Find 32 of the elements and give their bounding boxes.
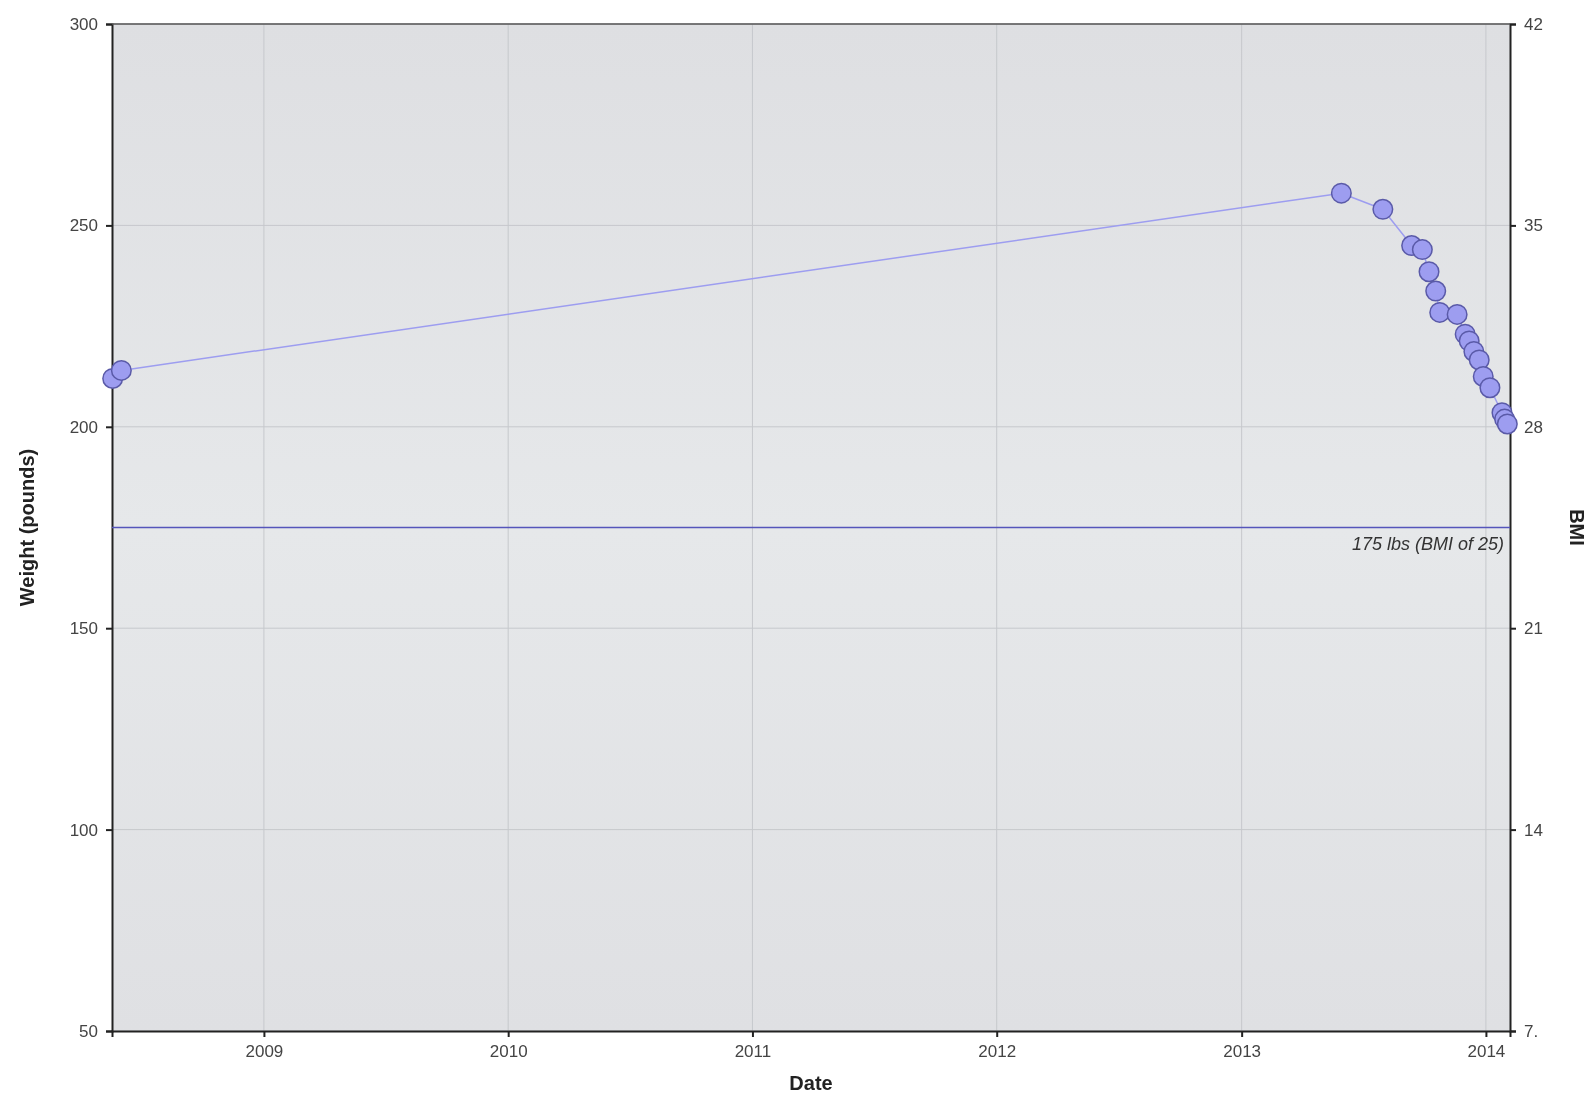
x-tick-label: 2009 [245, 1042, 284, 1062]
y2-tick-label: 42 [1524, 14, 1543, 34]
point [1496, 413, 1518, 435]
y2-tick-label: 14 [1524, 820, 1543, 840]
x-tick-label: 2013 [1223, 1042, 1262, 1062]
y-tick-label: 300 [69, 14, 98, 34]
y-tick-label: 150 [69, 619, 98, 639]
y2-tick-label: 21 [1524, 619, 1543, 639]
point [1429, 301, 1451, 323]
x-tick-label: 2014 [1467, 1042, 1506, 1062]
x-tick-label: 2011 [734, 1042, 772, 1062]
point [110, 359, 132, 381]
point [1411, 239, 1433, 261]
point [1330, 182, 1352, 204]
x-tick-label: 2010 [489, 1042, 528, 1062]
y-tick-label: 250 [69, 216, 98, 236]
y2-tick-label: 35 [1524, 216, 1543, 236]
y2-axis-title: BMI [1566, 509, 1588, 546]
point [1425, 280, 1447, 302]
point [1479, 377, 1501, 399]
point [1372, 198, 1394, 220]
y-tick-label: 50 [79, 1021, 98, 1041]
y-tick-label: 200 [69, 417, 98, 437]
y-axis-title: Weight (pounds) [16, 448, 38, 607]
y2-tick-label: 28 [1524, 417, 1543, 437]
ref-line-label: 175 lbs (BMI of 25) [1351, 533, 1504, 554]
point [1446, 303, 1468, 325]
point [1418, 261, 1440, 283]
x-tick-label: 2012 [978, 1042, 1017, 1062]
y-tick-label: 100 [69, 820, 98, 840]
x-axis-title: Date [789, 1072, 833, 1094]
y2-tick-label: 7. [1524, 1021, 1539, 1041]
